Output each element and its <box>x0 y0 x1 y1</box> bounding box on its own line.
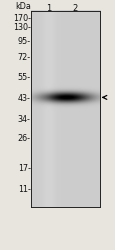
Text: 1: 1 <box>46 4 51 13</box>
Text: 55-: 55- <box>17 73 30 82</box>
Text: 72-: 72- <box>17 53 30 62</box>
Text: 11-: 11- <box>18 185 30 194</box>
Text: 2: 2 <box>72 4 77 13</box>
Text: 26-: 26- <box>18 134 30 143</box>
Text: 170-: 170- <box>13 14 30 22</box>
Text: 95-: 95- <box>17 37 30 46</box>
Text: 17-: 17- <box>18 164 30 172</box>
Text: 43-: 43- <box>18 94 30 103</box>
Text: kDa: kDa <box>15 2 30 11</box>
Text: 130-: 130- <box>13 24 30 32</box>
Text: 34-: 34- <box>18 115 30 124</box>
